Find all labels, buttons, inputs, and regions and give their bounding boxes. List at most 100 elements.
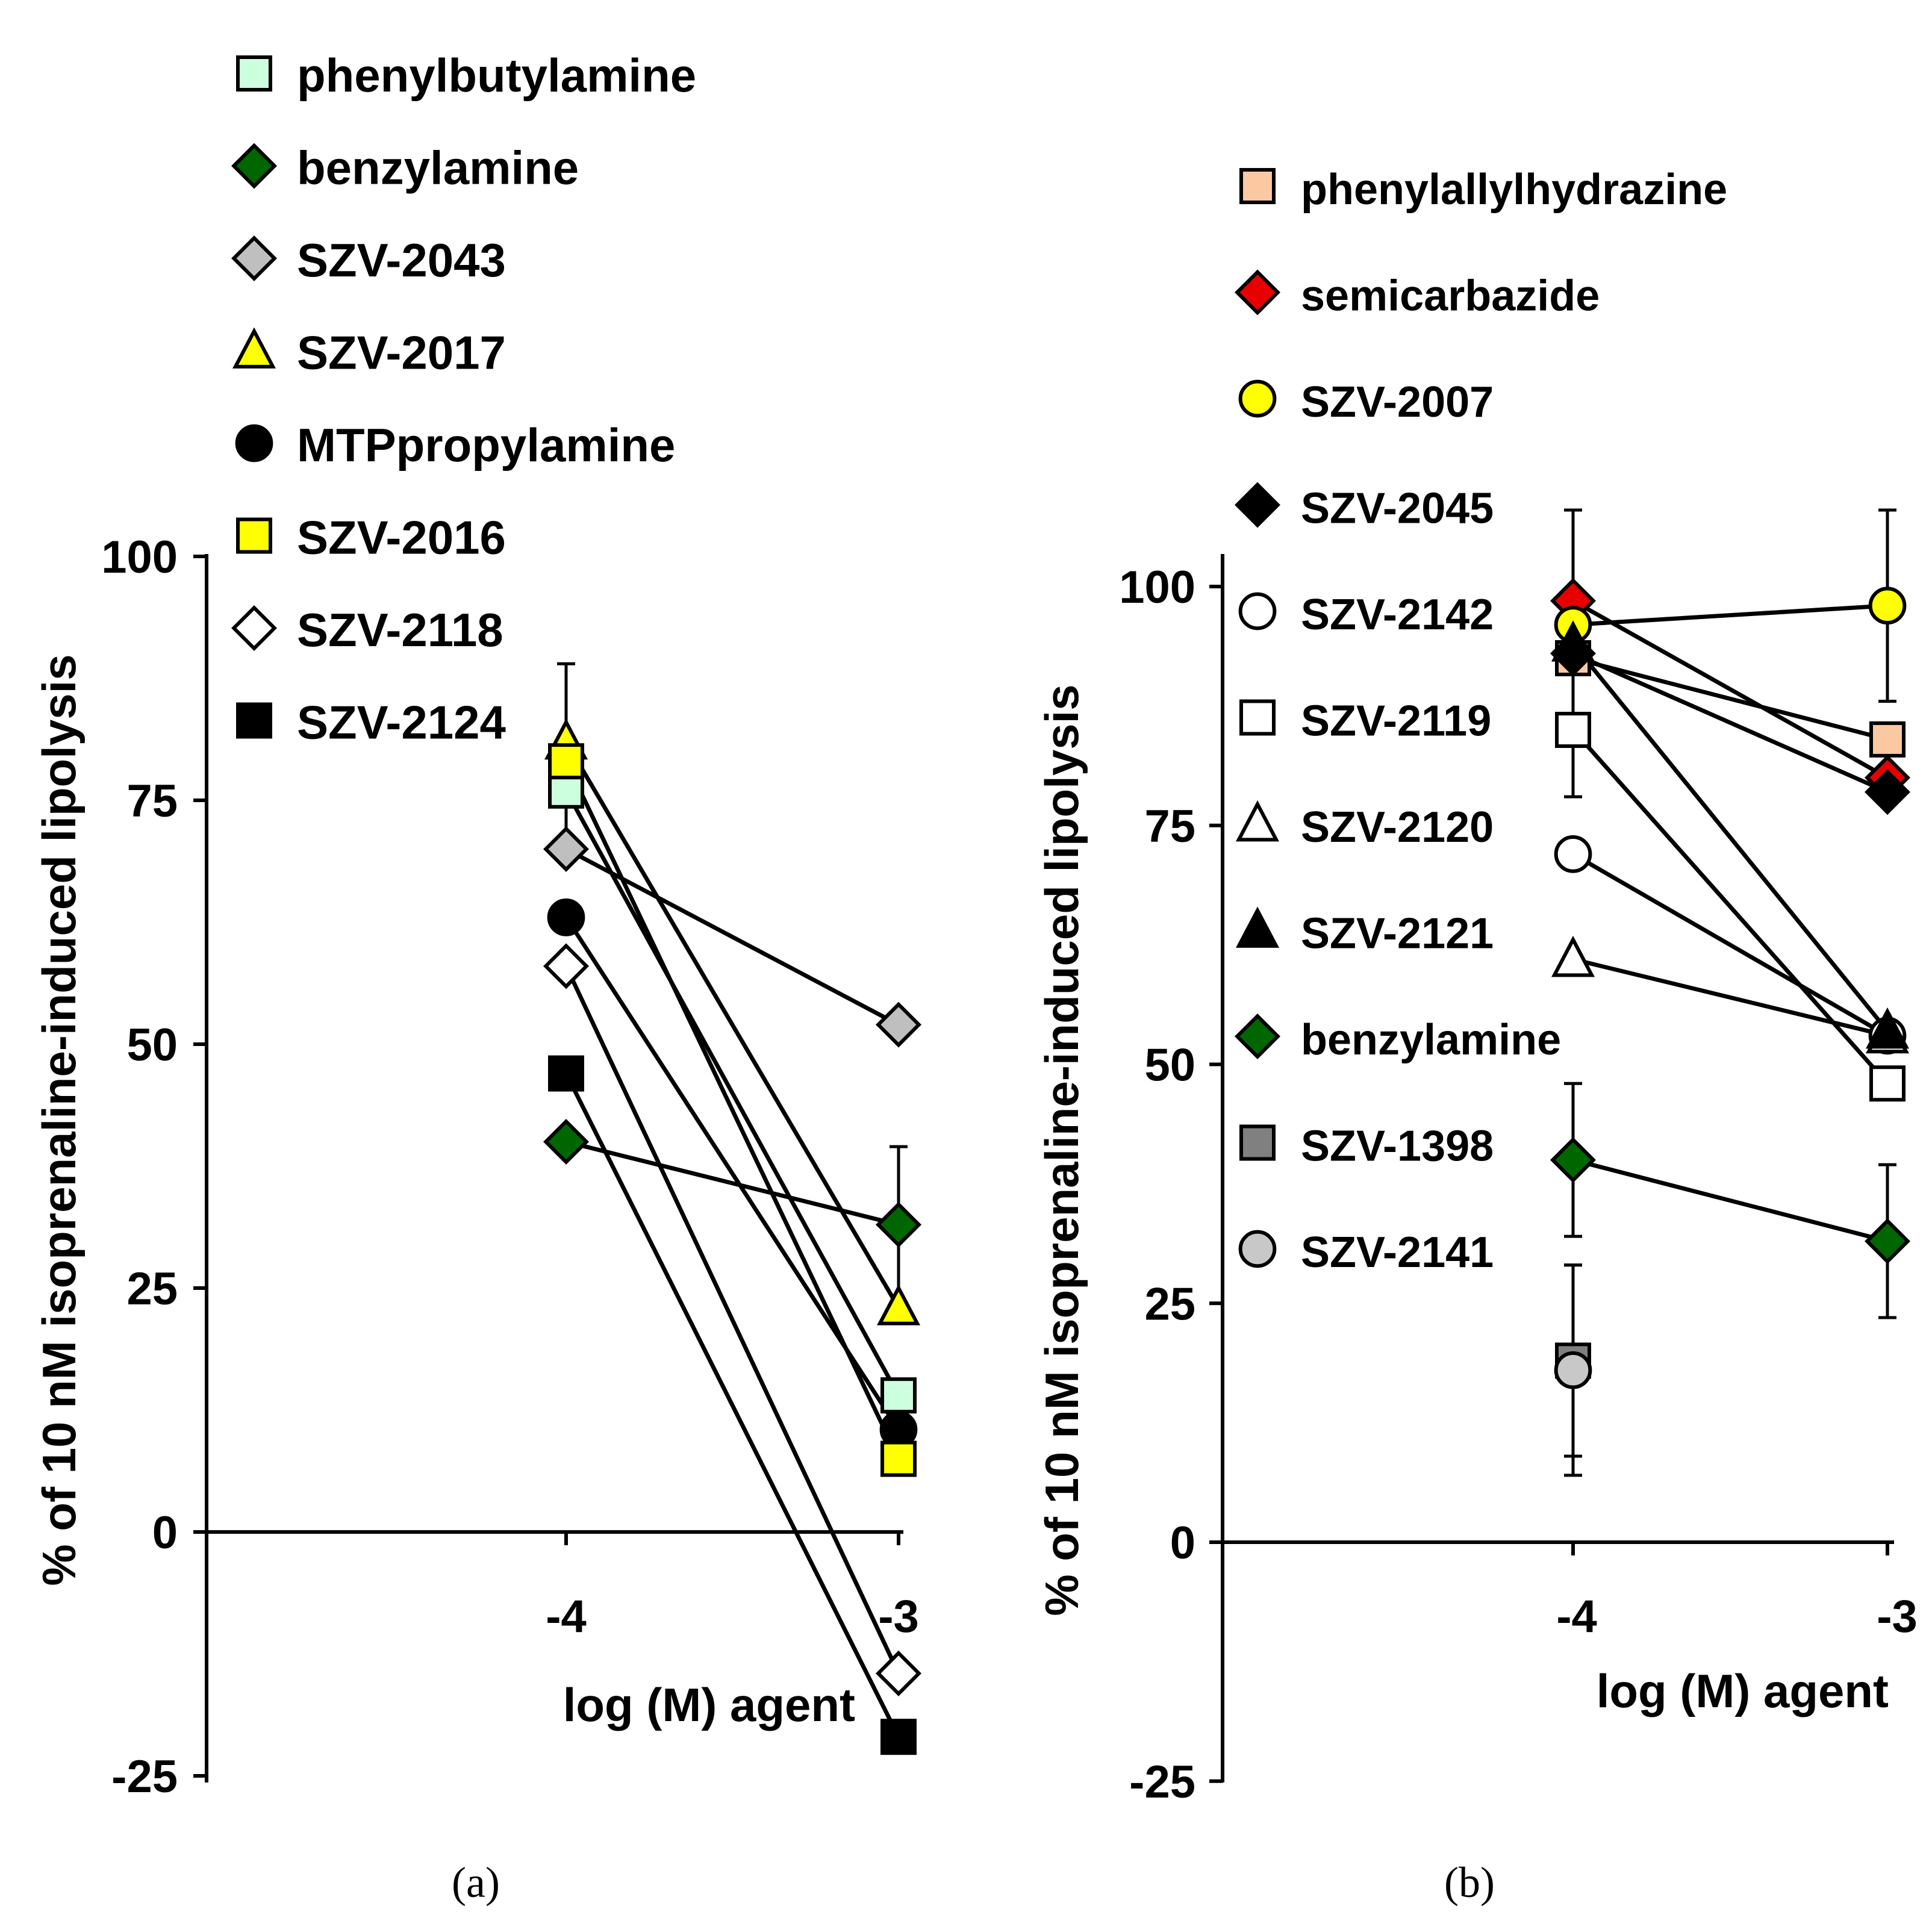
b-y-tick-label: 100: [1119, 562, 1195, 613]
a-x-tick-label: -3: [878, 1591, 919, 1642]
b-y-tick-label: 25: [1144, 1278, 1195, 1330]
a-y-tick-label: 25: [126, 1263, 178, 1315]
b-legend-marker-szv-2141: [1238, 1230, 1277, 1268]
b-point-phenylallylhydrazine: [1869, 721, 1906, 758]
a-y-tick-label: -25: [111, 1751, 178, 1802]
b-y-tick-label: 0: [1170, 1518, 1195, 1569]
a-point-szv-2043: [543, 826, 589, 872]
b-legend-marker-szv-2007: [1238, 379, 1277, 418]
panel-b-chart: 100 75 50 25 0 -25 -4 -3 log (M) agent % of 10 nM…: [1035, 166, 1918, 1907]
a-series-line-benzylamine: [566, 1139, 899, 1227]
a-legend-marker-szv-2016: [236, 517, 272, 554]
a-series-line-phenylbutylamine: [564, 789, 901, 1396]
a-point-szv-2124: [548, 1055, 584, 1092]
a-x-tick-label: -4: [546, 1591, 587, 1642]
a-point-szv-2043: [876, 1001, 921, 1048]
b-legend-marker-szv-1398: [1239, 1124, 1276, 1161]
b-series-line-szv-2119: [1571, 728, 1889, 1085]
b-x-axis-label: log (M) agent: [1597, 1664, 1889, 1717]
b-panel-label: (b): [1444, 1858, 1495, 1907]
panel-a-chart: 100 75 50 25 0 -25 -4 -3 log (M) agent % of 10 nM…: [33, 49, 921, 1907]
a-x-axis-label: log (M) agent: [563, 1678, 855, 1731]
a-series-line-szv-2016: [564, 760, 901, 1460]
b-y-tick-label: -25: [1129, 1757, 1195, 1808]
a-point-mtppropylamine: [547, 898, 585, 936]
a-legend-label-phenylbutylamine: phenylbutylamine: [297, 49, 696, 102]
b-legend-marker-szv-2120: [1235, 800, 1280, 842]
a-series-line-szv-2124: [564, 1073, 901, 1738]
b-point-szv-2119: [1555, 712, 1591, 749]
b-legend-label-szv-2120: SZV-2120: [1301, 803, 1494, 851]
a-point-szv-2118: [543, 943, 589, 989]
b-legend-label-szv-2045: SZV-2045: [1301, 485, 1494, 533]
a-legend-marker-szv-2043: [231, 235, 277, 281]
b-point-szv-2141: [1554, 1351, 1592, 1389]
a-legend-label-szv-2043: SZV-2043: [297, 234, 506, 287]
b-point-szv-2142: [1554, 835, 1592, 873]
b-point-szv-2121: [1551, 620, 1595, 662]
a-legend-label-benzylamine: benzylamine: [297, 142, 579, 195]
a-series-line-szv-2043: [565, 847, 900, 1027]
a-series-line-szv-2017: [564, 741, 901, 1309]
b-legend-label-szv-2007: SZV-2007: [1301, 378, 1494, 426]
b-legend-marker-szv-2045: [1235, 482, 1280, 528]
b-series-line-szv-2142: [1572, 852, 1889, 1038]
a-y-tick-label: 0: [152, 1507, 178, 1558]
b-point-szv-2007: [1868, 587, 1907, 625]
b-series-line-szv-2120: [1572, 957, 1888, 1038]
b-point-szv-2119: [1869, 1065, 1906, 1102]
b-legend-marker-szv-2142: [1238, 592, 1277, 630]
b-legend-label-szv-2121: SZV-2121: [1301, 910, 1494, 958]
b-legend-marker-phenylallylhydrazine: [1239, 168, 1276, 204]
a-point-benzylamine: [876, 1201, 921, 1248]
b-series-line-szv-2007: [1572, 603, 1888, 627]
a-legend-label-szv-2017: SZV-2017: [297, 326, 506, 379]
a-point-szv-2017: [876, 1284, 921, 1325]
b-legend-marker-semicarbazide: [1235, 269, 1280, 316]
a-series-line-szv-2118: [564, 965, 901, 1675]
b-point-benzylamine: [1550, 1137, 1596, 1183]
a-legend-marker-phenylbutylamine: [236, 55, 272, 92]
b-legend-label-szv-1398: SZV-1398: [1301, 1122, 1494, 1171]
b-series-line-phenylallylhydrazine: [1572, 656, 1888, 742]
a-legend-label-szv-2118: SZV-2118: [297, 603, 503, 656]
a-point-szv-2016: [548, 743, 584, 780]
a-point-benzylamine: [543, 1119, 589, 1165]
b-series-line-semicarbazide: [1572, 599, 1889, 780]
a-legend-marker-szv-2118: [231, 605, 277, 651]
b-legend-label-szv-2142: SZV-2142: [1301, 591, 1494, 639]
b-legend-marker-szv-2119: [1239, 699, 1276, 736]
a-legend-marker-szv-2124: [236, 702, 272, 739]
b-x-tick-label: -3: [1877, 1591, 1918, 1642]
a-y-axis-label: % of 10 nM isoprenaline-induced lipolysi…: [33, 654, 86, 1586]
a-legend-marker-szv-2017: [232, 327, 276, 369]
a-point-szv-2124: [880, 1719, 917, 1755]
b-series-line-szv-2121: [1571, 643, 1889, 1033]
b-y-tick-label: 50: [1144, 1040, 1195, 1091]
a-y-tick-label: 50: [126, 1020, 178, 1071]
b-series-line-benzylamine: [1572, 1157, 1888, 1244]
a-legend-marker-mtppropylamine: [235, 424, 273, 462]
b-x-tick-label: -4: [1556, 1591, 1597, 1642]
b-legend-label-semicarbazide: semicarbazide: [1301, 272, 1600, 320]
b-series-line-szv-2045: [1572, 651, 1889, 794]
b-legend-label-szv-2119: SZV-2119: [1301, 697, 1491, 746]
a-y-tick-label: 100: [101, 532, 178, 583]
b-legend-marker-benzylamine: [1235, 1013, 1280, 1059]
a-legend-label-szv-2124: SZV-2124: [297, 696, 506, 749]
b-point-szv-2121: [1865, 1007, 1910, 1049]
a-legend-label-mtppropylamine: MTPpropylamine: [297, 419, 675, 472]
a-point-phenylbutylamine: [880, 1377, 917, 1414]
b-legend-label-phenylallylhydrazine: phenylallylhydrazine: [1301, 166, 1727, 214]
a-panel-label: (a): [452, 1858, 500, 1907]
b-y-axis-label: % of 10 nM isoprenaline-induced lipolysi…: [1035, 684, 1088, 1616]
a-point-szv-2118: [876, 1650, 921, 1696]
b-point-benzylamine: [1865, 1218, 1910, 1265]
b-legend-label-benzylamine: benzylamine: [1301, 1016, 1561, 1064]
b-point-szv-2120: [1551, 935, 1595, 977]
b-y-tick-label: 75: [1144, 801, 1195, 852]
b-point-szv-2045: [1865, 769, 1910, 815]
b-legend-label-szv-2141: SZV-2141: [1301, 1228, 1494, 1277]
a-y-tick-label: 75: [126, 776, 178, 827]
